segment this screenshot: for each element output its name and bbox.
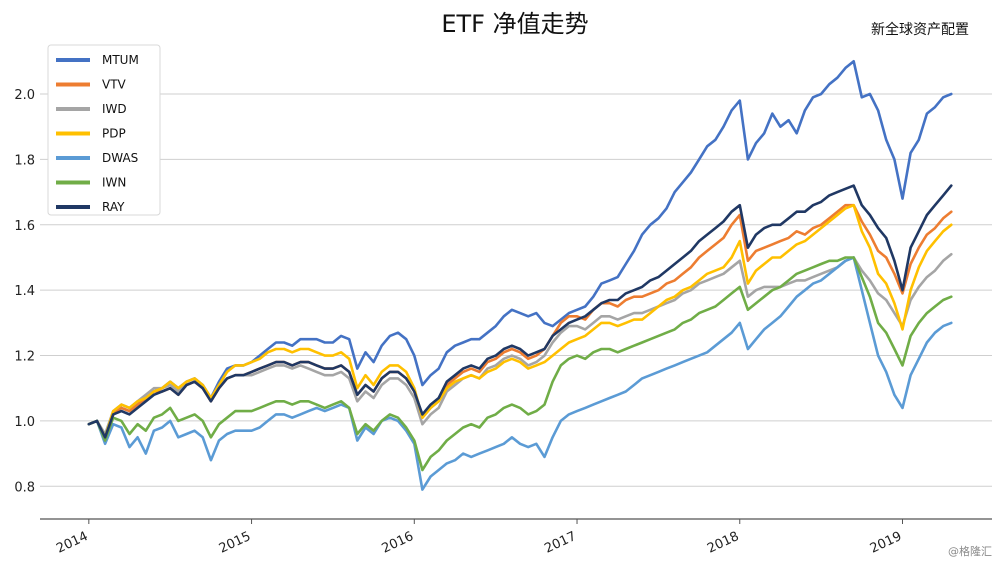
x-axis-ticks: 2014 2015 2016 2017 2018 2019 <box>54 519 904 557</box>
y-tick-label: 1.8 <box>14 153 35 168</box>
series-line-iwn <box>87 256 953 472</box>
series-lines <box>87 59 953 491</box>
x-tick-label: 2016 <box>380 529 416 557</box>
series-line-mtum <box>87 59 953 439</box>
y-tick-label: 1.2 <box>14 350 35 365</box>
legend-label-iwn: IWN <box>102 176 126 190</box>
x-tick-label: 2018 <box>705 529 741 557</box>
series-line-ray <box>87 184 953 439</box>
y-tick-label: 0.8 <box>14 480 35 495</box>
x-tick-label: 2017 <box>542 529 578 557</box>
y-axis-ticks: 0.8 1.0 1.2 1.4 1.6 1.8 2.0 <box>14 88 35 495</box>
y-tick-label: 1.4 <box>14 284 35 299</box>
y-tick-label: 2.0 <box>14 88 35 103</box>
x-tick-label: 2019 <box>868 529 904 557</box>
chart-title: ETF 净值走势 <box>441 10 588 38</box>
legend-label-pdp: PDP <box>102 127 126 141</box>
legend-label-iwd: IWD <box>102 102 127 116</box>
legend-label-vtv: VTV <box>102 78 127 92</box>
legend-box <box>47 44 161 216</box>
legend: MTUM VTV IWD PDP DWAS IWN RAY <box>47 44 161 216</box>
chart-subtitle: 新全球资产配置 <box>871 21 969 38</box>
legend-label-mtum: MTUM <box>102 53 139 67</box>
series-line-dwas <box>87 256 953 491</box>
x-tick-label: 2015 <box>217 529 253 557</box>
y-tick-label: 1.6 <box>14 219 35 234</box>
series-line-pdp <box>87 203 953 439</box>
gridlines <box>40 93 992 487</box>
watermark: @格隆汇 <box>948 544 992 558</box>
legend-label-ray: RAY <box>102 200 125 214</box>
x-tick-label: 2014 <box>54 529 90 557</box>
legend-label-dwas: DWAS <box>102 151 138 165</box>
series-line-vtv <box>87 203 953 439</box>
y-tick-label: 1.0 <box>14 415 35 430</box>
